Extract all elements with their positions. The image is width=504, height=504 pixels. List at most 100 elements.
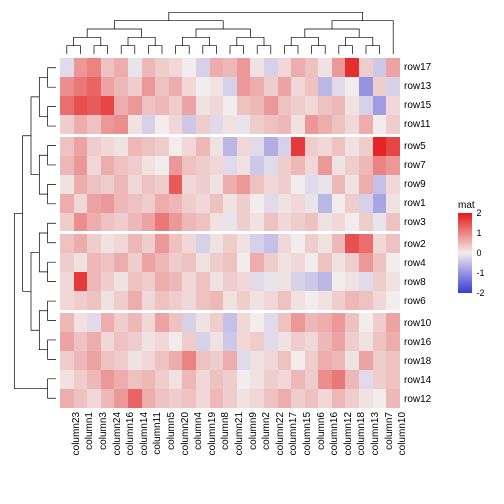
heatmap-cell [305, 96, 319, 115]
heatmap-cell [305, 351, 319, 370]
heatmap-cell [155, 234, 169, 253]
heatmap-cell [264, 351, 278, 370]
heatmap-cell [87, 194, 101, 213]
heatmap-cell [101, 58, 115, 77]
heatmap-cell [210, 137, 224, 156]
heatmap-cell [182, 272, 196, 291]
heatmap-cell [237, 194, 251, 213]
heatmap-cell [74, 58, 88, 77]
heatmap-cell [128, 156, 142, 175]
heatmap-cell [128, 175, 142, 194]
heatmap-cell [155, 137, 169, 156]
heatmap-cell [223, 156, 237, 175]
heatmap-cell [237, 96, 251, 115]
heatmap-cell [155, 77, 169, 96]
heatmap-cell [74, 115, 88, 134]
heatmap-cell [142, 253, 156, 272]
heatmap-cell [169, 370, 183, 389]
heatmap-row [60, 175, 400, 194]
heatmap-cell [182, 389, 196, 408]
heatmap-cell [74, 272, 88, 291]
column-label: column14 [139, 412, 150, 455]
heatmap-cell [237, 234, 251, 253]
heatmap-cell [114, 156, 128, 175]
heatmap-cell [318, 253, 332, 272]
heatmap-cell [223, 194, 237, 213]
heatmap-cell [223, 291, 237, 310]
heatmap-cell [210, 77, 224, 96]
heatmap-cell [169, 234, 183, 253]
heatmap-cell [74, 213, 88, 232]
heatmap-cell [223, 213, 237, 232]
heatmap-cell [318, 389, 332, 408]
heatmap-cell [60, 234, 74, 253]
heatmap-cell [87, 291, 101, 310]
heatmap-cell [345, 137, 359, 156]
heatmap-cell [210, 156, 224, 175]
heatmap-cell [196, 96, 210, 115]
heatmap-cell [291, 234, 305, 253]
heatmap-cell [196, 115, 210, 134]
heatmap-cell [142, 234, 156, 253]
heatmap-cell [318, 175, 332, 194]
heatmap-row [60, 332, 400, 351]
legend-tick: -2 [477, 289, 485, 298]
heatmap-cell [264, 370, 278, 389]
column-label: column19 [207, 412, 218, 455]
heatmap-cell [128, 58, 142, 77]
heatmap-cell [223, 389, 237, 408]
heatmap-cell [196, 194, 210, 213]
heatmap-cell [155, 389, 169, 408]
column-label: column9 [248, 412, 259, 450]
heatmap-cell [305, 156, 319, 175]
heatmap-cell [278, 253, 292, 272]
heatmap-cell [74, 253, 88, 272]
heatmap-cell [332, 96, 346, 115]
heatmap-cell [142, 213, 156, 232]
heatmap-cell [169, 96, 183, 115]
heatmap-row [60, 137, 400, 156]
heatmap-cell [128, 137, 142, 156]
heatmap-cell [250, 194, 264, 213]
heatmap-cell [196, 77, 210, 96]
heatmap-cell [278, 115, 292, 134]
column-label: column6 [316, 412, 327, 450]
heatmap-cell [305, 175, 319, 194]
heatmap-cell [332, 370, 346, 389]
heatmap-cell [87, 175, 101, 194]
heatmap-cell [182, 58, 196, 77]
color-legend: mat 210-1-2 [458, 200, 502, 310]
heatmap-cell [210, 175, 224, 194]
heatmap-cell [237, 253, 251, 272]
heatmap-cell [291, 272, 305, 291]
heatmap-cell [114, 332, 128, 351]
heatmap-cell [250, 234, 264, 253]
heatmap-cell [305, 272, 319, 291]
heatmap-cell [101, 77, 115, 96]
heatmap-cell [318, 137, 332, 156]
heatmap-cell [291, 213, 305, 232]
heatmap-cell [74, 370, 88, 389]
heatmap-cell [196, 156, 210, 175]
heatmap-cell [386, 351, 400, 370]
heatmap-cell [210, 313, 224, 332]
heatmap-cell [87, 115, 101, 134]
heatmap-cell [210, 115, 224, 134]
heatmap-cell [210, 272, 224, 291]
legend-tick: 0 [477, 249, 482, 258]
heatmap-cell [373, 291, 387, 310]
heatmap-cell [237, 370, 251, 389]
heatmap-cell [237, 332, 251, 351]
heatmap-cell [196, 389, 210, 408]
heatmap-cell [345, 77, 359, 96]
heatmap-cell [128, 234, 142, 253]
heatmap-cell [74, 194, 88, 213]
heatmap-cell [264, 77, 278, 96]
heatmap-cell [291, 253, 305, 272]
row-label: row17 [404, 62, 431, 73]
heatmap-cell [60, 213, 74, 232]
row-label: row15 [404, 100, 431, 111]
heatmap-cell [142, 272, 156, 291]
heatmap-cell [264, 389, 278, 408]
heatmap-cell [373, 77, 387, 96]
